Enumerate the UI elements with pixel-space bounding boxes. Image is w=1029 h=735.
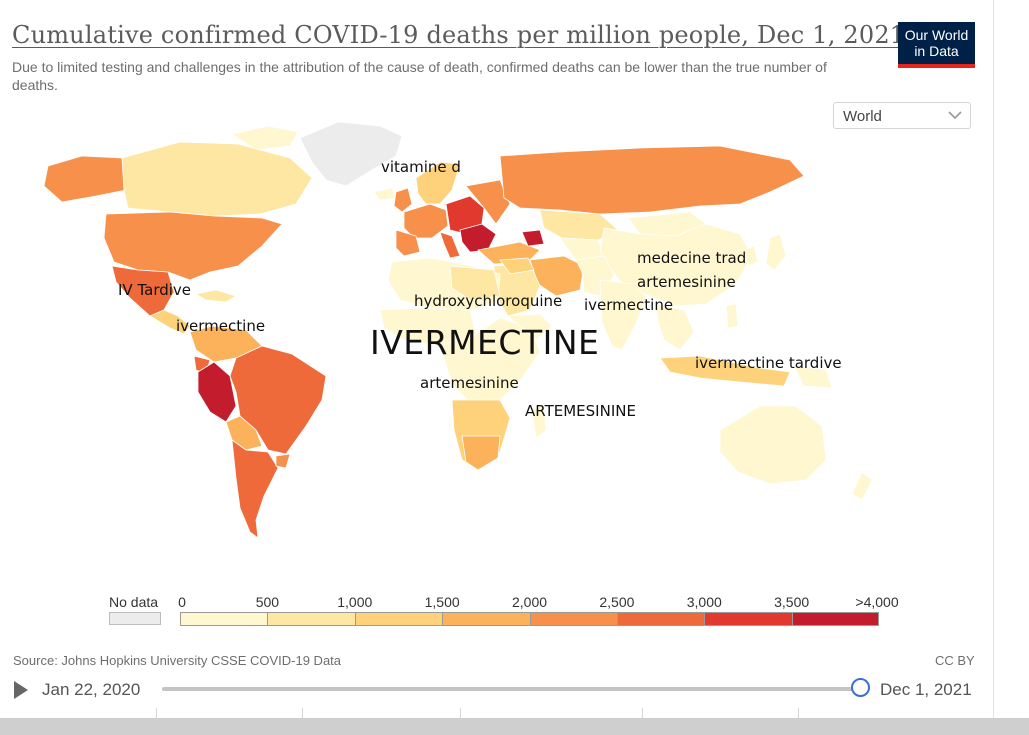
timeline-end-date[interactable]: Dec 1, 2021 <box>880 680 972 699</box>
region-uruguay <box>275 453 291 469</box>
region-libya-egypt <box>449 265 501 301</box>
region-papua <box>793 365 833 389</box>
region-caribbean <box>195 289 237 303</box>
annotation-hydroxychloroquine: hydroxychloroquine <box>414 292 563 310</box>
region-usa <box>103 211 283 281</box>
region-central-america <box>149 309 191 335</box>
source-note: Source: Johns Hopkins University CSSE CO… <box>13 653 342 668</box>
region-india <box>599 279 647 351</box>
legend-tick-label: 500 <box>255 594 280 610</box>
legend-tick-label: 1,500 <box>424 594 460 610</box>
legend-bin[interactable] <box>529 612 617 626</box>
annotation-ivermectine-south-asia: ivermectine <box>584 296 674 314</box>
region-arctic-islands <box>231 125 299 151</box>
legend-bin[interactable] <box>791 612 879 626</box>
annotation-ivermectine-tardive: ivermectine tardive <box>695 354 842 372</box>
region-italy <box>439 231 461 259</box>
region-madagascar <box>531 403 547 439</box>
region-iraq-syria <box>499 257 535 275</box>
legend-tick-label: 3,500 <box>774 594 810 610</box>
logo-line-1: Our World <box>904 27 969 43</box>
timeline-slider-handle[interactable] <box>850 678 870 697</box>
annotation-ivermectine-big: IVERMECTINE <box>370 323 600 362</box>
logo-line-2: in Data <box>914 43 959 59</box>
annotation-artemesinine-east-africa: ARTEMESININE <box>525 402 636 420</box>
region-korea <box>743 245 759 267</box>
legend-tick-label: >4,000 <box>855 594 899 610</box>
legend-bin[interactable] <box>354 612 443 626</box>
region-southeast-asia <box>655 303 695 351</box>
region-brazil <box>229 345 327 455</box>
annotation-vitamine-d: vitamine d <box>381 158 461 176</box>
region-new-zealand <box>851 471 873 501</box>
play-icon[interactable] <box>14 681 28 699</box>
annotation-ivermectine-central-america: ivermectine <box>176 317 266 335</box>
region-central-africa <box>439 317 541 403</box>
region-philippines <box>725 303 739 329</box>
owid-logo[interactable]: Our World in Data <box>898 22 975 68</box>
timeline-slider[interactable] <box>162 687 860 691</box>
region-select-value: World <box>843 108 882 125</box>
legend-nodata-label: No data <box>109 594 159 610</box>
annotation-iv-tardive: IV Tardive <box>118 281 192 299</box>
chart-title[interactable]: Cumulative confirmed COVID-19 deaths per… <box>12 21 906 49</box>
region-canada <box>121 141 313 217</box>
region-scandinavia <box>415 161 461 205</box>
annotation-artemesinine-china: artemesinine <box>637 273 736 291</box>
license-link[interactable]: CC BY <box>935 653 975 668</box>
annotation-medecine-trad: medecine trad <box>637 249 747 267</box>
region-uk <box>393 187 413 213</box>
legend-tick-label: 2,000 <box>511 594 548 610</box>
region-caucasus <box>521 229 545 247</box>
region-alaska <box>43 155 127 203</box>
legend-bin[interactable] <box>180 612 268 626</box>
region-argentina <box>231 439 279 539</box>
world-map <box>43 121 873 539</box>
region-eastern-europe <box>465 179 511 225</box>
legend-bin[interactable] <box>267 612 355 626</box>
region-iberia <box>395 229 421 257</box>
chevron-down-icon <box>948 111 962 120</box>
legend-bin[interactable] <box>704 612 792 626</box>
region-select[interactable]: World <box>833 102 971 129</box>
region-indonesia <box>659 355 791 387</box>
legend-tick-label: 2,500 <box>599 594 635 610</box>
bottom-scroll-strip <box>0 718 1029 735</box>
region-australia <box>719 405 827 485</box>
region-japan <box>765 233 787 271</box>
legend-bin[interactable] <box>442 612 530 626</box>
region-south-africa <box>461 435 501 471</box>
color-legend: No data 0 500 1,000 1,500 2,000 2,500 3,000 3,5… <box>0 590 993 630</box>
legend-bin[interactable] <box>616 612 705 626</box>
legend-tick-label: 0 <box>178 594 186 610</box>
chart-subtitle: Due to limited testing and challenges in… <box>12 59 827 93</box>
region-greenland <box>299 121 403 187</box>
legend-nodata-swatch[interactable] <box>109 612 161 625</box>
bottom-tab-dividers <box>0 708 993 718</box>
frame-border <box>993 0 994 718</box>
region-china <box>599 223 753 307</box>
timeline-start-date[interactable]: Jan 22, 2020 <box>42 680 141 699</box>
region-iceland <box>373 187 397 201</box>
region-russia <box>499 145 805 215</box>
legend-tick-label: 3,000 <box>686 594 722 610</box>
region-horn-of-africa <box>507 313 553 341</box>
legend-tick-label: 1,000 <box>337 594 373 610</box>
annotation-artemesinine-africa: artemesinine <box>420 374 519 392</box>
region-peru <box>197 361 237 423</box>
